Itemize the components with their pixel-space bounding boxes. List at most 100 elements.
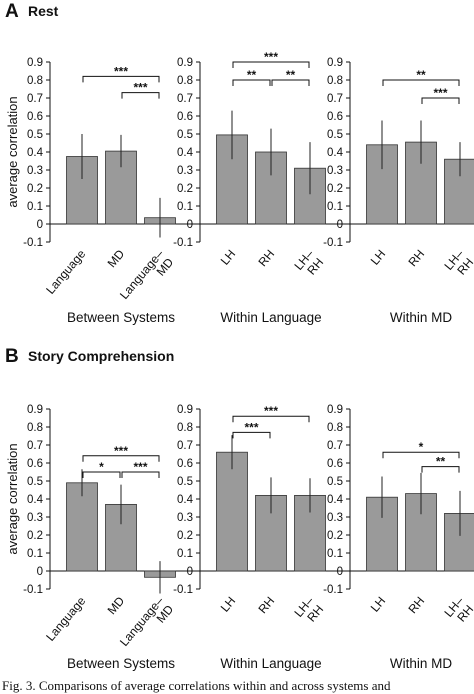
y-tick-label: 0.9: [327, 57, 343, 69]
x-tick-label: LH–RH: [291, 594, 326, 628]
significance-label: ***: [433, 86, 447, 100]
y-tick-label: 0: [187, 566, 193, 578]
significance-label: ***: [244, 420, 258, 434]
y-tick-label: 0.6: [177, 111, 193, 123]
y-axis-label: average correlation: [5, 96, 20, 207]
y-tick-label: 0.3: [327, 512, 343, 524]
y-tick-label: 0.3: [177, 165, 193, 177]
panel-b-title: Story Comprehension: [28, 348, 174, 364]
x-tick-label: LH–RH: [441, 247, 474, 281]
y-tick-label: 0.4: [27, 147, 44, 159]
significance-label: **: [436, 455, 446, 469]
y-tick-label: 0.5: [327, 476, 343, 488]
chart-b1: -0.1 0 0.1 0.2 0.3 0.4 0.5 0.6 0.7 0.8 0.9 average …: [5, 404, 197, 671]
y-tick-label: 0.9: [27, 404, 43, 416]
y-tick-label: 0.8: [327, 75, 343, 87]
y-tick-label: 0.4: [327, 147, 344, 159]
significance-bracket: [82, 455, 160, 462]
y-tick-label: -0.1: [173, 237, 193, 249]
bar: [444, 513, 474, 572]
significance-bracket: [82, 75, 160, 83]
significance-bracket: [382, 79, 460, 86]
x-tick-label: LH: [368, 247, 389, 268]
y-tick-label: 0.3: [27, 512, 43, 524]
y-tick-label: 0.6: [27, 111, 43, 123]
x-axis-label: Within MD: [390, 310, 453, 325]
y-tick-label: 0.9: [177, 404, 193, 416]
significance-label: *: [419, 440, 424, 454]
significance-label: ***: [264, 50, 278, 64]
y-tick-label: 0.2: [27, 530, 43, 542]
significance-bracket: [421, 466, 460, 473]
y-tick-label: 0.3: [327, 165, 343, 177]
y-tick-label: 0.6: [327, 458, 343, 470]
y-tick-label: -0.1: [323, 584, 343, 596]
y-tick-label: 0.8: [27, 422, 43, 434]
bar: [105, 503, 137, 572]
significance-bracket: [82, 471, 121, 478]
x-tick-label: LH: [218, 247, 239, 268]
y-tick-label: 0.5: [27, 129, 43, 141]
significance-label: **: [416, 68, 426, 82]
y-tick-label: 0.5: [177, 129, 193, 141]
y-tick-label: -0.1: [323, 237, 343, 249]
y-tick-label: 0.4: [177, 147, 194, 159]
significance-label: *: [99, 460, 104, 474]
y-tick-label: 0: [37, 566, 43, 578]
y-tick-label: 0: [337, 566, 343, 578]
y-tick-label: 0.5: [177, 476, 193, 488]
chart-a3: -0.1 0 0.1 0.2 0.3 0.4 0.5 0.6 0.7 0.8 0.9 LH RH LH–R…: [323, 57, 474, 325]
x-axis-label: Between Systems: [67, 310, 175, 325]
y-tick-label: 0.2: [327, 530, 343, 542]
y-tick-label: 0.9: [27, 57, 43, 69]
x-tick-label: LH: [368, 594, 389, 615]
chart-b3: -0.1 0 0.1 0.2 0.3 0.4 0.5 0.6 0.7 0.8 0.9 LH RH LH–R…: [323, 404, 474, 671]
y-tick-label: 0.2: [27, 183, 43, 195]
significance-label: ***: [133, 81, 147, 95]
x-axis-label: Within Language: [220, 310, 321, 325]
y-tick-label: 0.6: [177, 458, 193, 470]
bar: [444, 158, 474, 225]
x-axis-label: Between Systems: [67, 656, 175, 671]
significance-bracket: [232, 431, 271, 439]
panel-a-title: Rest: [28, 3, 59, 19]
y-tick-label: -0.1: [23, 237, 43, 249]
x-tick-label: LH: [218, 594, 239, 615]
y-tick-label: 0.3: [177, 512, 193, 524]
y-tick-label: 0: [337, 219, 343, 231]
y-tick-label: 0.2: [177, 530, 193, 542]
y-tick-label: 0.9: [327, 404, 343, 416]
y-tick-label: 0.8: [27, 75, 43, 87]
y-tick-label: 0.2: [327, 183, 343, 195]
y-tick-label: 0.9: [177, 57, 193, 69]
y-tick-label: 0.8: [177, 422, 193, 434]
y-tick-label: 0.7: [177, 93, 193, 105]
significance-bracket: [232, 79, 271, 86]
y-tick-label: 0: [37, 219, 43, 231]
y-tick-label: 0.2: [177, 183, 193, 195]
y-tick-label: 0.7: [27, 93, 43, 105]
x-tick-label: LH–RH: [441, 594, 474, 628]
y-tick-label: 0.4: [327, 494, 344, 506]
y-tick-label: 0.4: [27, 494, 44, 506]
y-tick-label: 0.1: [27, 201, 43, 213]
significance-label: ***: [114, 444, 128, 458]
significance-bracket: [232, 61, 310, 68]
significance-bracket: [121, 471, 160, 478]
figure-caption: Fig. 3. Comparisons of average correlati…: [2, 678, 391, 693]
y-tick-label: 0.3: [27, 165, 43, 177]
significance-bracket: [271, 79, 310, 86]
x-tick-label: Language: [43, 247, 88, 297]
x-tick-label: RH: [405, 594, 427, 616]
y-tick-label: 0.7: [327, 93, 343, 105]
y-tick-label: 0: [187, 219, 193, 231]
significance-bracket: [421, 97, 460, 104]
x-axis-label: Within MD: [390, 656, 453, 671]
y-tick-label: 0.5: [27, 476, 43, 488]
chart-b2: -0.1 0 0.1 0.2 0.3 0.4 0.5 0.6 0.7 0.8 0.9 LH RH LH–R…: [173, 404, 347, 671]
x-tick-label: LH–RH: [291, 247, 326, 281]
y-tick-label: 0.7: [327, 440, 343, 452]
x-tick-label: RH: [255, 594, 277, 616]
bar: [216, 134, 248, 225]
